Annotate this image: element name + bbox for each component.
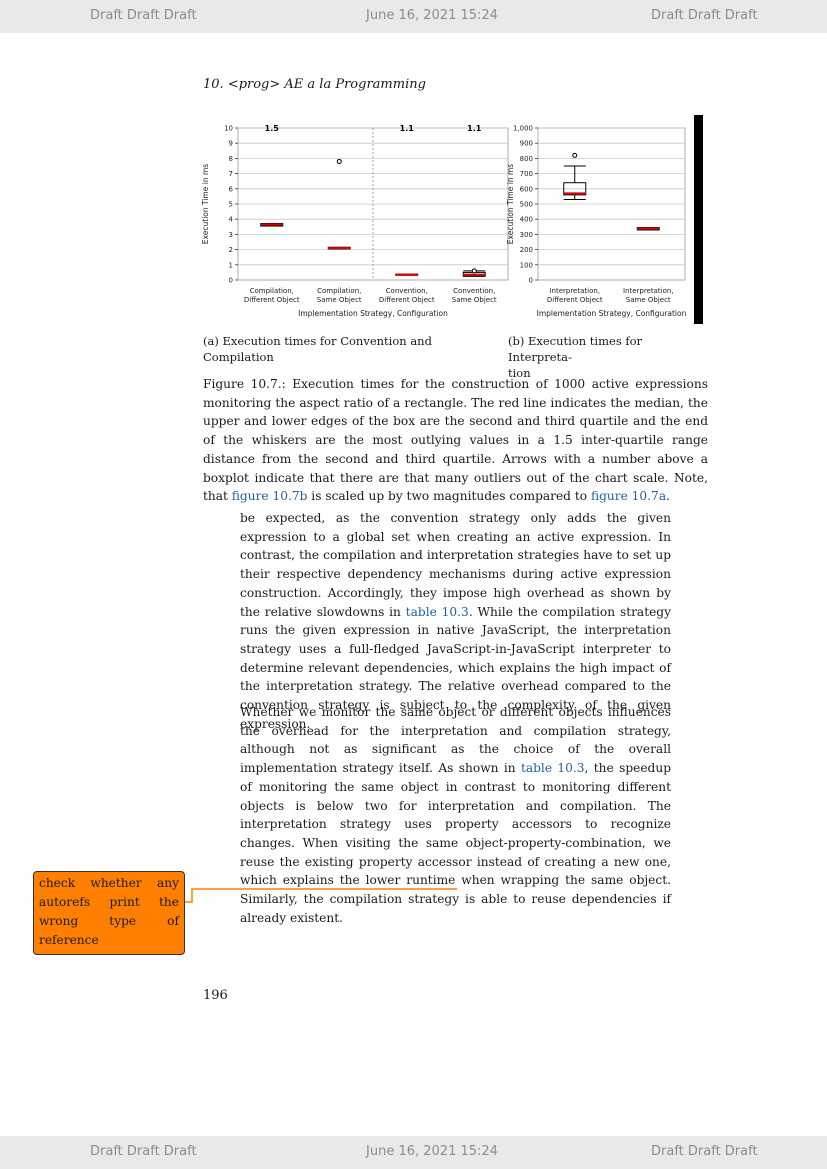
body-paragraph: Whether we monitor the same object or di… bbox=[240, 703, 671, 927]
running-header: 10. <prog> AE a la Programming bbox=[203, 77, 426, 92]
outlier-arrow-label: 1.5 bbox=[265, 124, 280, 133]
subcaption-b-line1: (b) Execution times for Interpreta- bbox=[508, 334, 643, 364]
y-axis-label: Execution Time in ms bbox=[201, 164, 210, 244]
y-tick-label: 4 bbox=[229, 216, 234, 224]
y-tick-label: 0 bbox=[229, 277, 233, 285]
table-ref-link[interactable]: table 10.3 bbox=[520, 761, 585, 776]
figure-ref-link[interactable]: figure 10.7b bbox=[231, 489, 308, 504]
subcaption-a: (a) Execution times for Convention and C… bbox=[203, 334, 432, 364]
draft-label-left: Draft Draft Draft bbox=[90, 8, 197, 23]
y-tick-label: 3 bbox=[229, 231, 233, 239]
chart-convention-compilation: 0 1 2 3 4 5 6 7 8 9 10 Execution Time in ms Implemen… bbox=[201, 124, 509, 318]
x-tick-label: Convention, bbox=[386, 287, 428, 295]
x-tick-label: Compilation, bbox=[250, 287, 294, 295]
draft-timestamp: June 16, 2021 15:24 bbox=[366, 1144, 498, 1159]
x-tick-label: Same Object bbox=[317, 296, 362, 304]
margin-todo-note: check whether any autorefs print the wro… bbox=[33, 871, 185, 955]
y-tick-label: 7 bbox=[229, 170, 233, 178]
x-tick-label: Convention, bbox=[453, 287, 495, 295]
y-tick-label: 400 bbox=[520, 216, 533, 224]
overfull-box-marker bbox=[694, 115, 703, 324]
x-tick-label: Same Object bbox=[626, 296, 671, 304]
outlier-arrow-label: 1.1 bbox=[400, 124, 415, 133]
y-tick-label: 0 bbox=[529, 277, 533, 285]
body-paragraph: be expected, as the convention strategy … bbox=[240, 509, 671, 733]
y-axis-label: Execution Time in ms bbox=[506, 164, 515, 244]
x-tick-label: Interpretation, bbox=[549, 287, 600, 295]
x-tick-label: Interpretation, bbox=[623, 287, 674, 295]
outlier-point bbox=[336, 158, 342, 164]
caption-text: Figure 10.7.: Execution times for the co… bbox=[203, 377, 708, 504]
y-tick-label: 600 bbox=[520, 185, 533, 193]
x-axis-label: Implementation Strategy, Configuration bbox=[298, 309, 448, 318]
y-tick-label: 5 bbox=[229, 201, 233, 209]
x-axis-label: Implementation Strategy, Configuration bbox=[537, 309, 687, 318]
x-tick-label: Same Object bbox=[452, 296, 497, 304]
draft-label-right: Draft Draft Draft bbox=[651, 1144, 758, 1159]
outlier-arrow-label: 1.1 bbox=[467, 124, 482, 133]
caption-text-mid: is scaled up by two magnitudes compared … bbox=[307, 489, 591, 504]
y-tick-label: 500 bbox=[520, 201, 533, 209]
figure-ref-link[interactable]: figure 10.7a bbox=[590, 489, 667, 504]
y-tick-label: 200 bbox=[520, 246, 533, 254]
draft-footer-bar: Draft Draft Draft June 16, 2021 15:24 Dr… bbox=[0, 1136, 827, 1169]
outlier-point bbox=[471, 268, 477, 274]
figure-caption: Figure 10.7.: Execution times for the co… bbox=[203, 375, 708, 506]
paragraph-text: Whether we monitor the same object or di… bbox=[240, 705, 671, 776]
chart-interpretation: 0 100 200 300 400 500 600 700 800 900 1,000 Executi… bbox=[506, 125, 687, 319]
box bbox=[563, 182, 587, 196]
subcaption-b: (b) Execution times for Interpreta- tion bbox=[508, 333, 698, 381]
y-tick-label: 1,000 bbox=[513, 125, 533, 133]
x-tick-label: Different Object bbox=[379, 296, 435, 304]
subcaption-b-line2: tion bbox=[508, 366, 531, 380]
y-tick-label: 800 bbox=[520, 155, 533, 163]
x-tick-label: Compilation, bbox=[317, 287, 361, 295]
page-number: 196 bbox=[203, 988, 228, 1003]
y-tick-label: 6 bbox=[229, 185, 234, 193]
y-tick-label: 900 bbox=[520, 140, 533, 148]
paragraph-text: , the speedup of monitoring the same obj… bbox=[240, 761, 672, 925]
y-tick-label: 700 bbox=[520, 170, 533, 178]
paragraph-text: . While the compilation strategy runs th… bbox=[240, 604, 671, 731]
y-tick-label: 300 bbox=[520, 231, 533, 239]
y-tick-label: 2 bbox=[229, 246, 233, 254]
y-tick-label: 10 bbox=[224, 125, 233, 133]
caption-text-end: . bbox=[666, 489, 670, 504]
y-tick-label: 1 bbox=[229, 261, 233, 269]
draft-timestamp: June 16, 2021 15:24 bbox=[366, 8, 498, 23]
draft-header-bar: Draft Draft Draft June 16, 2021 15:24 Dr… bbox=[0, 0, 827, 33]
table-ref-link[interactable]: table 10.3 bbox=[405, 604, 469, 619]
draft-label-left: Draft Draft Draft bbox=[90, 1144, 197, 1159]
draft-label-right: Draft Draft Draft bbox=[651, 8, 758, 23]
x-tick-label: Different Object bbox=[547, 296, 603, 304]
outlier-point bbox=[572, 152, 578, 158]
y-tick-label: 100 bbox=[520, 261, 533, 269]
y-tick-label: 9 bbox=[229, 140, 233, 148]
paragraph-text: be expected, as the convention strategy … bbox=[240, 511, 671, 619]
x-tick-label: Different Object bbox=[244, 296, 300, 304]
y-tick-label: 8 bbox=[229, 155, 233, 163]
